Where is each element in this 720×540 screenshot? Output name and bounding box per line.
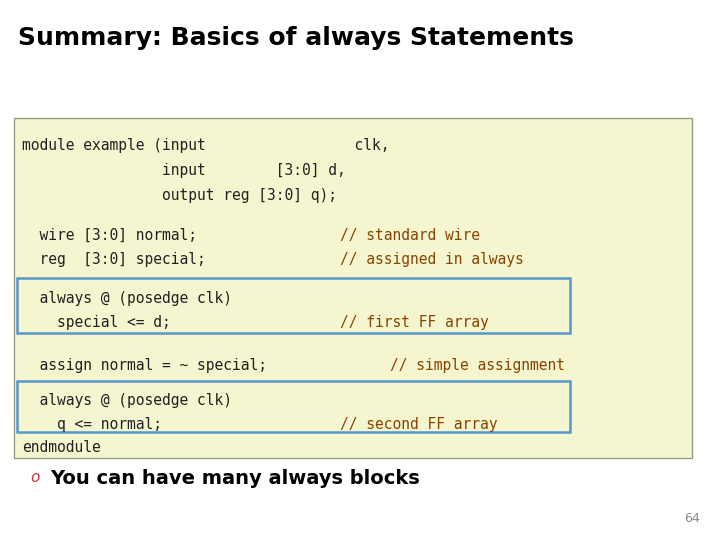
Bar	[14, 118, 692, 458]
Text: always @ (posedge clk): always @ (posedge clk)	[22, 291, 232, 306]
Text: // first FF array: // first FF array	[340, 315, 489, 330]
Text: endmodule: endmodule	[22, 440, 101, 455]
Text: You can have many always blocks: You can have many always blocks	[50, 469, 420, 488]
Text: special <= d;: special <= d;	[22, 315, 171, 330]
Text: 64: 64	[684, 512, 700, 525]
Text: reg  [3:0] special;: reg [3:0] special;	[22, 252, 206, 267]
Text: // simple assignment: // simple assignment	[390, 358, 565, 373]
Text: always @ (posedge clk): always @ (posedge clk)	[22, 393, 232, 408]
Bar	[17, 381, 570, 432]
Text: // assigned in always: // assigned in always	[340, 252, 523, 267]
Text: Summary: Basics of always Statements: Summary: Basics of always Statements	[18, 26, 574, 50]
Text: input        [3:0] d,: input [3:0] d,	[22, 163, 346, 178]
Bar	[17, 278, 570, 333]
Text: q <= normal;: q <= normal;	[22, 417, 162, 432]
Text: module example (input                 clk,: module example (input clk,	[22, 138, 390, 153]
Text: // second FF array: // second FF array	[340, 417, 498, 432]
Text: wire [3:0] normal;: wire [3:0] normal;	[22, 228, 197, 243]
Text: assign normal = ~ special;: assign normal = ~ special;	[22, 358, 267, 373]
Text: output reg [3:0] q);: output reg [3:0] q);	[22, 188, 337, 203]
Text: // standard wire: // standard wire	[340, 228, 480, 243]
Text: o: o	[30, 470, 40, 485]
